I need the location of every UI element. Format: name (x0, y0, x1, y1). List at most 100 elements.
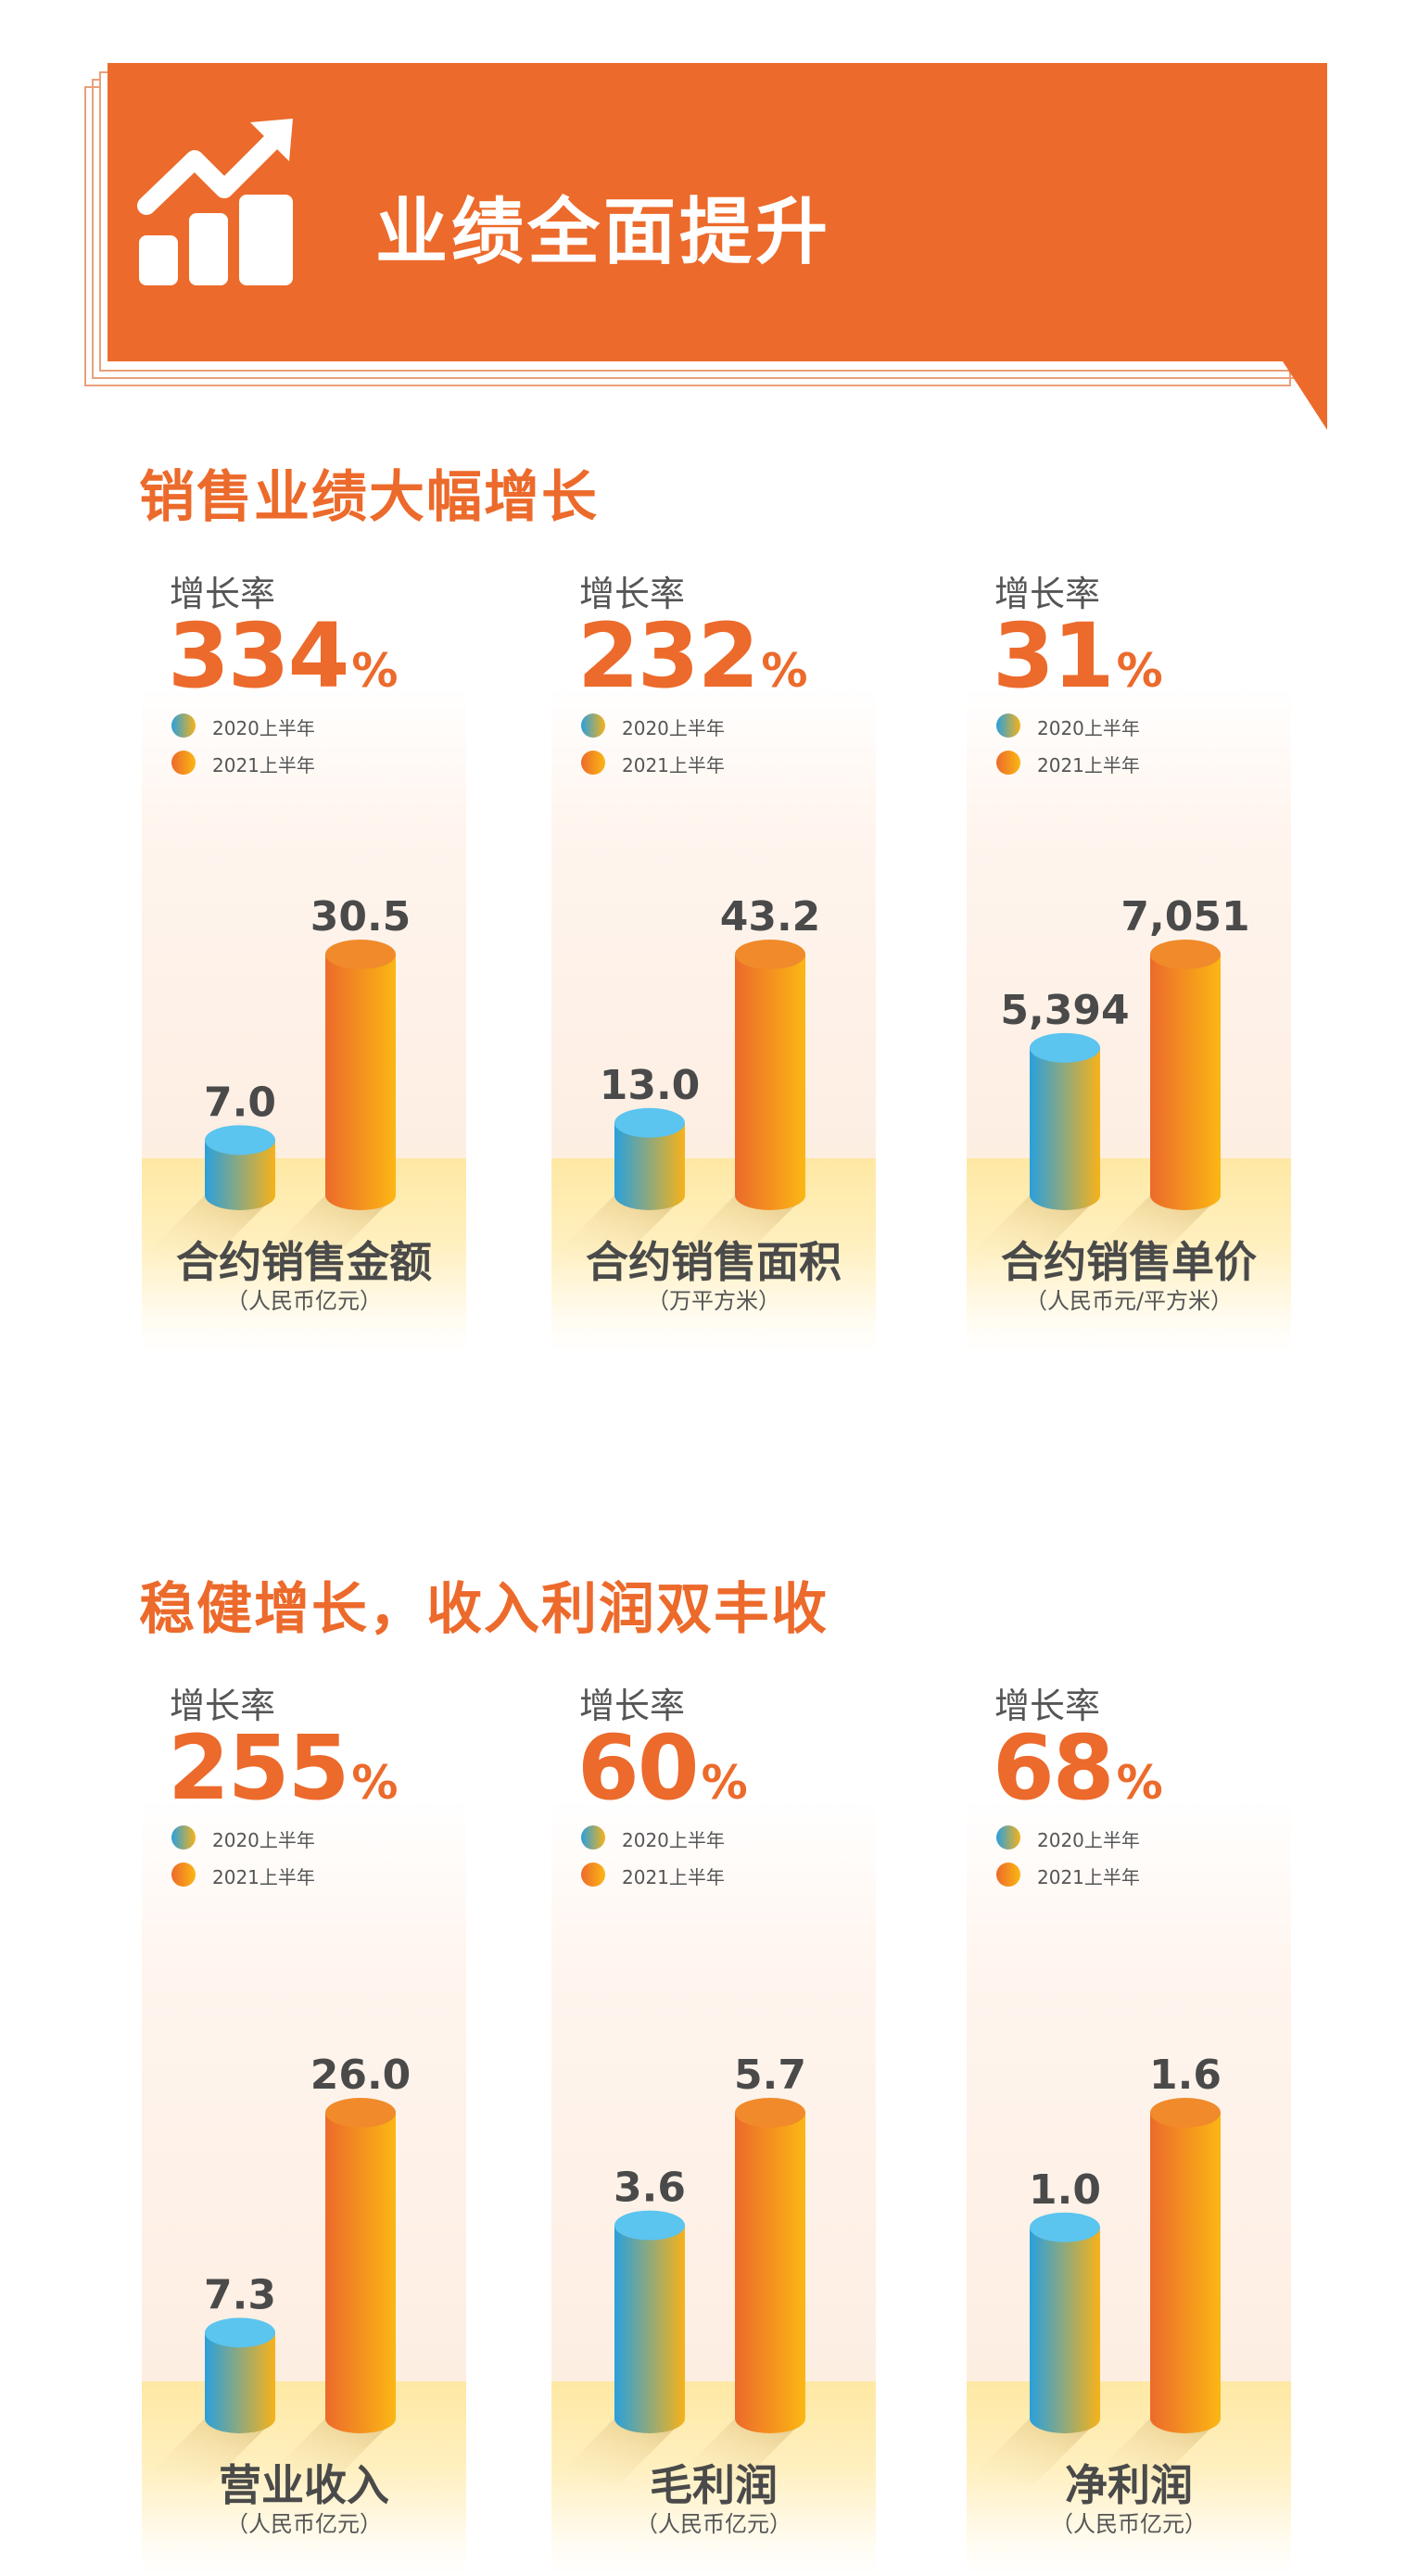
legend-swatch (996, 713, 1020, 738)
bar-top-2021 (735, 940, 805, 969)
bar-top-2021 (1150, 2098, 1221, 2128)
growth-rate-label: 增长率 (994, 574, 1101, 614)
bar-shadow-2021 (670, 1195, 805, 1260)
bar-top-2020 (205, 1125, 275, 1155)
banner: 业绩全面提升 (0, 0, 1418, 445)
growth-rate-value: 68% (993, 1724, 1163, 1812)
growth-rate-percent: % (1116, 644, 1163, 698)
legend-swatch (171, 1825, 196, 1850)
bar-shadow-2020 (965, 1195, 1100, 1260)
bar-chart: 7.0 30.5 (140, 893, 411, 1260)
panel-contract-sales-area: 增长率 232% 2020上半年 2021上半年 13.0 43.2 合约销售面积 （万平方米… (550, 565, 876, 1353)
bar-top-2020 (1030, 1032, 1100, 1063)
legend-swatch (996, 1825, 1020, 1850)
growth-rate-label: 增长率 (170, 574, 276, 614)
growth-rate-number: 68 (993, 1716, 1115, 1820)
bar-value-label-2020: 5,394 (1000, 987, 1129, 1034)
legend-label: 2020上半年 (212, 1829, 315, 1851)
bar-shadow-2021 (260, 1195, 396, 1260)
chart-unit: （人民币亿元） (226, 1288, 382, 1314)
panel-background (551, 686, 876, 1158)
chart-title: 毛利润 (650, 2460, 778, 2510)
bar-value-label-2021: 26.0 (310, 2052, 411, 2099)
growth-rate-number: 232 (577, 604, 759, 708)
growth-rate-number: 255 (168, 1716, 349, 1820)
banner-background (84, 63, 1327, 430)
chart-unit: （人民币亿元） (1051, 2511, 1207, 2537)
bar-shadow-2020 (140, 1195, 275, 1260)
bar-shadow-2021 (1085, 2418, 1221, 2483)
growth-rate-value: 60% (577, 1724, 748, 1812)
legend-swatch (996, 751, 1020, 775)
legend-swatch (171, 713, 196, 738)
bar-value-label-2020: 7.3 (204, 2271, 276, 2318)
growth-rate-label: 增长率 (579, 574, 686, 614)
section-title-revenue: 稳健增长，收入利润双丰收 (139, 1577, 829, 1642)
bar-2021 (1150, 2113, 1221, 2433)
panel-background (142, 1798, 466, 2381)
legend-swatch (581, 1863, 605, 1887)
bar-value-label-2021: 1.6 (1149, 2052, 1222, 2099)
panel-gross-profit: 增长率 60% 2020上半年 2021上半年 3.6 5.7 毛利润 （人民币亿元） (550, 1677, 876, 2576)
legend-swatch (581, 1825, 605, 1850)
legend-label: 2020上半年 (1037, 1829, 1140, 1851)
bar-value-label-2021: 7,051 (1120, 893, 1249, 941)
bar-shadow-2020 (965, 2418, 1100, 2483)
legend-swatch (581, 713, 605, 738)
panel-background (967, 1798, 1291, 2381)
growth-chart-icon (137, 119, 293, 285)
bar-top-2021 (325, 2098, 396, 2128)
bar-2021 (1150, 954, 1221, 1210)
bar-top-2020 (614, 2210, 685, 2241)
bar-value-label-2021: 30.5 (310, 893, 411, 941)
legend-label: 2021上半年 (212, 754, 315, 777)
legend-swatch (581, 751, 605, 775)
legend-label: 2021上半年 (622, 1866, 725, 1888)
panel-net-profit: 增长率 68% 2020上半年 2021上半年 1.0 1.6 净利润 （人民币亿元） (965, 1677, 1291, 2576)
chart-title: 净利润 (1065, 2460, 1193, 2510)
bar-2020 (614, 1122, 685, 1210)
panel-contract-sales-price: 增长率 31% 2020上半年 2021上半年 5,394 7,051 合约销售单价 （人民币… (965, 565, 1291, 1353)
legend-label: 2020上半年 (212, 717, 315, 739)
bar-top-2021 (1150, 940, 1221, 969)
growth-rate-value: 232% (577, 612, 808, 701)
bar-value-label-2020: 1.0 (1029, 2166, 1101, 2214)
banner-title: 业绩全面提升 (375, 191, 832, 274)
growth-rate-percent: % (701, 1756, 748, 1810)
bar-shadow-2021 (1085, 1195, 1221, 1260)
legend-label: 2020上半年 (1037, 717, 1140, 739)
growth-rate-label: 增长率 (579, 1686, 686, 1726)
growth-rate-percent: % (761, 644, 808, 698)
growth-rate-percent: % (1116, 1756, 1163, 1810)
legend-label: 2021上半年 (1037, 1866, 1140, 1888)
chart-unit: （万平方米） (647, 1288, 780, 1314)
bar-top-2020 (1030, 2212, 1100, 2242)
chart-unit: （人民币亿元） (226, 2511, 382, 2537)
bar-top-2021 (325, 940, 396, 969)
panel-contract-sales-amount: 增长率 334% 2020上半年 2021上半年 7.0 30.5 合约销售金额 （人民币亿元… (140, 565, 466, 1353)
growth-rate-percent: % (351, 1756, 399, 1810)
chart-title: 合约销售金额 (176, 1237, 432, 1287)
growth-rate-value: 334% (168, 612, 399, 701)
panel-background (142, 686, 466, 1158)
bar-shadow-2021 (670, 2418, 805, 2483)
bar-chart: 3.6 5.7 (550, 2052, 806, 2483)
legend-label: 2020上半年 (622, 1829, 725, 1851)
legend-label: 2021上半年 (622, 754, 725, 777)
growth-rate-number: 31 (993, 604, 1115, 708)
legend-label: 2021上半年 (212, 1866, 315, 1888)
chart-unit: （人民币亿元） (636, 2511, 791, 2537)
legend-label: 2020上半年 (622, 717, 725, 739)
bar-top-2020 (205, 2317, 275, 2348)
bar-top-2020 (614, 1107, 685, 1138)
growth-rate-number: 60 (577, 1716, 700, 1820)
chart-title: 营业收入 (219, 2460, 389, 2510)
growth-rate-percent: % (351, 644, 399, 698)
bar-2020 (205, 1140, 275, 1210)
growth-rate-value: 31% (993, 612, 1163, 701)
bar-2020 (614, 2225, 685, 2433)
bar-2021 (735, 2113, 805, 2433)
panel-operating-revenue: 增长率 255% 2020上半年 2021上半年 7.3 26.0 营业收入 （人民币亿元） (140, 1677, 466, 2576)
bar-shadow-2020 (550, 1195, 685, 1260)
bar-2020 (1030, 1047, 1100, 1210)
